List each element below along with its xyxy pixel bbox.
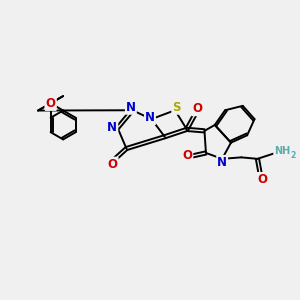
Text: N: N: [126, 101, 136, 114]
Text: O: O: [192, 102, 202, 115]
Text: O: O: [46, 97, 56, 110]
Text: S: S: [172, 101, 181, 114]
Text: O: O: [257, 173, 267, 186]
Text: N: N: [107, 122, 117, 134]
Text: N: N: [145, 111, 155, 124]
Text: N: N: [217, 156, 227, 169]
Text: NH: NH: [274, 146, 290, 156]
Text: O: O: [46, 97, 56, 110]
Text: O: O: [182, 149, 192, 162]
Text: O: O: [108, 158, 118, 171]
Text: 2: 2: [290, 151, 295, 160]
